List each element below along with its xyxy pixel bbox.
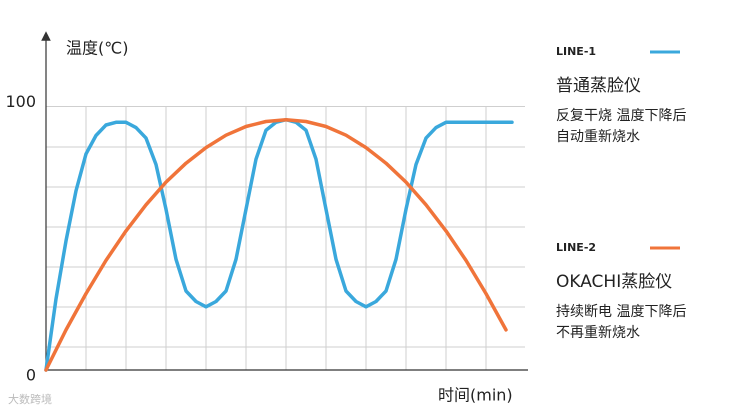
legend-description: 持续断电 温度下降后 <box>556 303 686 320</box>
legend-label: 普通蒸脸仪 <box>556 76 641 96</box>
legend-description: 不再重新烧水 <box>556 325 640 341</box>
grid <box>46 106 525 370</box>
x-axis-label: 时间(min) <box>438 386 513 405</box>
legend-description: 自动重新烧水 <box>556 129 640 145</box>
legend-name: LINE-1 <box>556 45 596 58</box>
legend-name: LINE-2 <box>556 241 596 254</box>
y-axis-label: 温度(℃) <box>66 39 128 58</box>
legend-description: 反复干烧 温度下降后 <box>556 107 686 124</box>
data-line <box>44 117 508 372</box>
y-tick-label: 100 <box>5 92 36 111</box>
y-tick-label: 0 <box>26 366 36 385</box>
data-line <box>44 117 514 372</box>
watermark: 大数跨境 <box>8 392 52 406</box>
legend-label: OKACHI蒸脸仪 <box>556 272 672 292</box>
